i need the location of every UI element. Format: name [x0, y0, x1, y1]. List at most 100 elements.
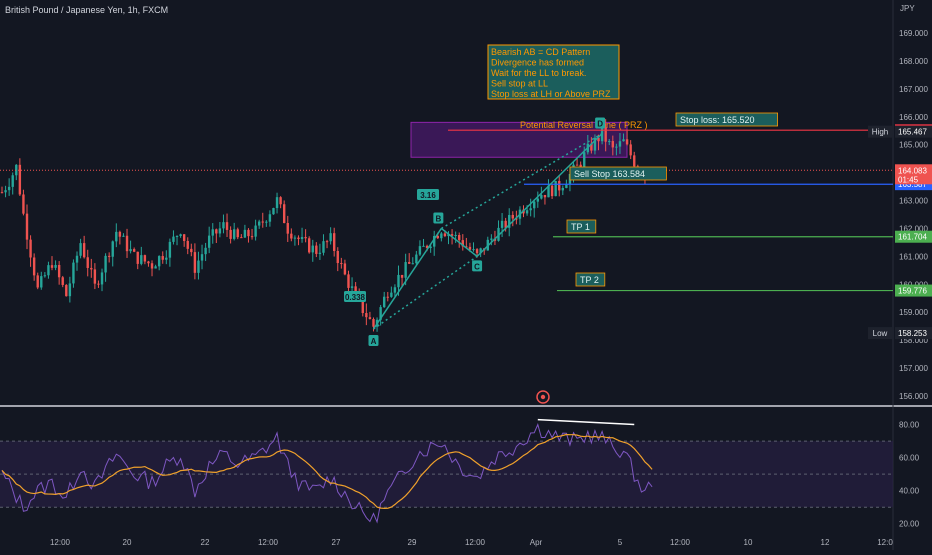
candle-body: [593, 137, 597, 151]
candle-body: [93, 269, 97, 284]
time-tick-label: 12:00: [50, 538, 71, 547]
candle-body: [47, 265, 50, 276]
candle-body: [97, 283, 100, 285]
candle-body: [618, 141, 622, 147]
candle-body: [300, 237, 304, 240]
price-marker-tag-box: [868, 125, 893, 138]
candle-body: [72, 262, 75, 284]
price-label-box: [895, 327, 932, 340]
candle-body: [408, 262, 411, 264]
candle-body: [257, 221, 261, 226]
time-tick-label: 10: [744, 538, 753, 547]
price-tick-label: 167.000: [899, 85, 928, 94]
prz-label: Potential Reversal Zone ( PRZ ): [520, 120, 648, 130]
candle-body: [261, 221, 264, 223]
candle-body: [118, 231, 122, 237]
candle-body: [190, 248, 193, 253]
candle-body: [175, 236, 179, 238]
candle-body: [433, 235, 436, 247]
candle-body: [450, 234, 454, 236]
level-label: TP 1: [571, 222, 590, 232]
candle-body: [54, 264, 57, 268]
candle-body: [265, 221, 268, 223]
candle-body: [411, 263, 414, 265]
candle-body: [418, 246, 422, 255]
time-tick-label: 5: [618, 538, 623, 547]
candle-body: [540, 195, 543, 199]
candle-body: [372, 319, 375, 327]
rsi-tick-label: 80.00: [899, 421, 920, 430]
pattern-point-label: A: [371, 337, 377, 346]
candle-body: [182, 234, 186, 241]
time-tick-label: Apr: [530, 538, 543, 547]
candle-body: [347, 274, 350, 288]
note-line: Divergence has formed: [491, 58, 584, 68]
time-tick-label: 12:00: [258, 538, 279, 547]
candle-body: [232, 229, 236, 239]
candle-body: [272, 208, 275, 215]
candle-body: [179, 234, 182, 237]
candle-body: [43, 275, 47, 277]
candle-body: [622, 139, 625, 142]
candle-body: [57, 264, 61, 278]
candle-body: [611, 141, 615, 148]
price-label: 163.587: [898, 180, 927, 189]
note-box: [487, 44, 620, 100]
candle-body: [104, 255, 107, 273]
time-tick-label: 12:0: [877, 538, 893, 547]
candle-body: [279, 197, 282, 205]
candle-body: [504, 220, 507, 228]
candle-body: [393, 287, 397, 293]
candle-body: [350, 286, 354, 288]
candle-body: [368, 317, 372, 320]
candle-body: [268, 214, 272, 222]
candle-body: [390, 292, 393, 297]
level-label-box: [675, 112, 778, 127]
candle-body: [525, 210, 529, 214]
candle-body: [415, 254, 418, 264]
candle-body: [625, 139, 629, 145]
candle-body: [90, 267, 93, 270]
candle-body: [472, 249, 475, 251]
candle-body: [315, 245, 318, 254]
candle-body: [290, 233, 293, 239]
price-tick-label: 161.000: [899, 252, 928, 261]
candle-body: [229, 229, 232, 239]
time-tick-label: 29: [408, 538, 417, 547]
price-marker-tag: High: [872, 128, 888, 137]
note-line: Stop loss at LH or Above PRZ: [491, 89, 611, 99]
candle-body: [147, 261, 150, 264]
candle-body: [329, 233, 332, 242]
candle-body: [422, 245, 425, 247]
candle-body: [193, 252, 197, 273]
candle-body: [543, 195, 547, 198]
candle-body: [197, 260, 200, 273]
rsi-tick-label: 40.00: [899, 487, 920, 496]
candle-body: [579, 164, 582, 167]
candle-body: [447, 234, 450, 237]
candle-body: [22, 194, 25, 214]
price-tick-label: 165.000: [899, 141, 928, 150]
candle-body: [240, 237, 243, 239]
candle-body: [443, 233, 447, 237]
price-tick-label: 169.000: [899, 29, 928, 38]
chart-title: British Pound / Japanese Yen, 1h, FXCM: [5, 5, 169, 15]
candle-body: [186, 240, 189, 249]
candle-body: [50, 265, 54, 268]
level-label: Stop loss: 165.520: [680, 115, 755, 125]
candle-body: [225, 222, 229, 230]
candle-body: [11, 175, 14, 187]
candle-body: [322, 241, 325, 253]
time-tick-label: 12: [821, 538, 830, 547]
event-icon-dot: [540, 394, 546, 400]
candle-body: [479, 248, 482, 254]
candle-body: [222, 222, 225, 229]
candle-body: [79, 243, 82, 256]
candle-body: [508, 214, 511, 228]
candle-body: [583, 152, 586, 167]
price-tick-label: 156.000: [899, 392, 928, 401]
candle-body: [157, 256, 161, 267]
candle-body: [275, 197, 279, 209]
candle-body: [404, 262, 407, 278]
candle-body: [115, 231, 118, 242]
